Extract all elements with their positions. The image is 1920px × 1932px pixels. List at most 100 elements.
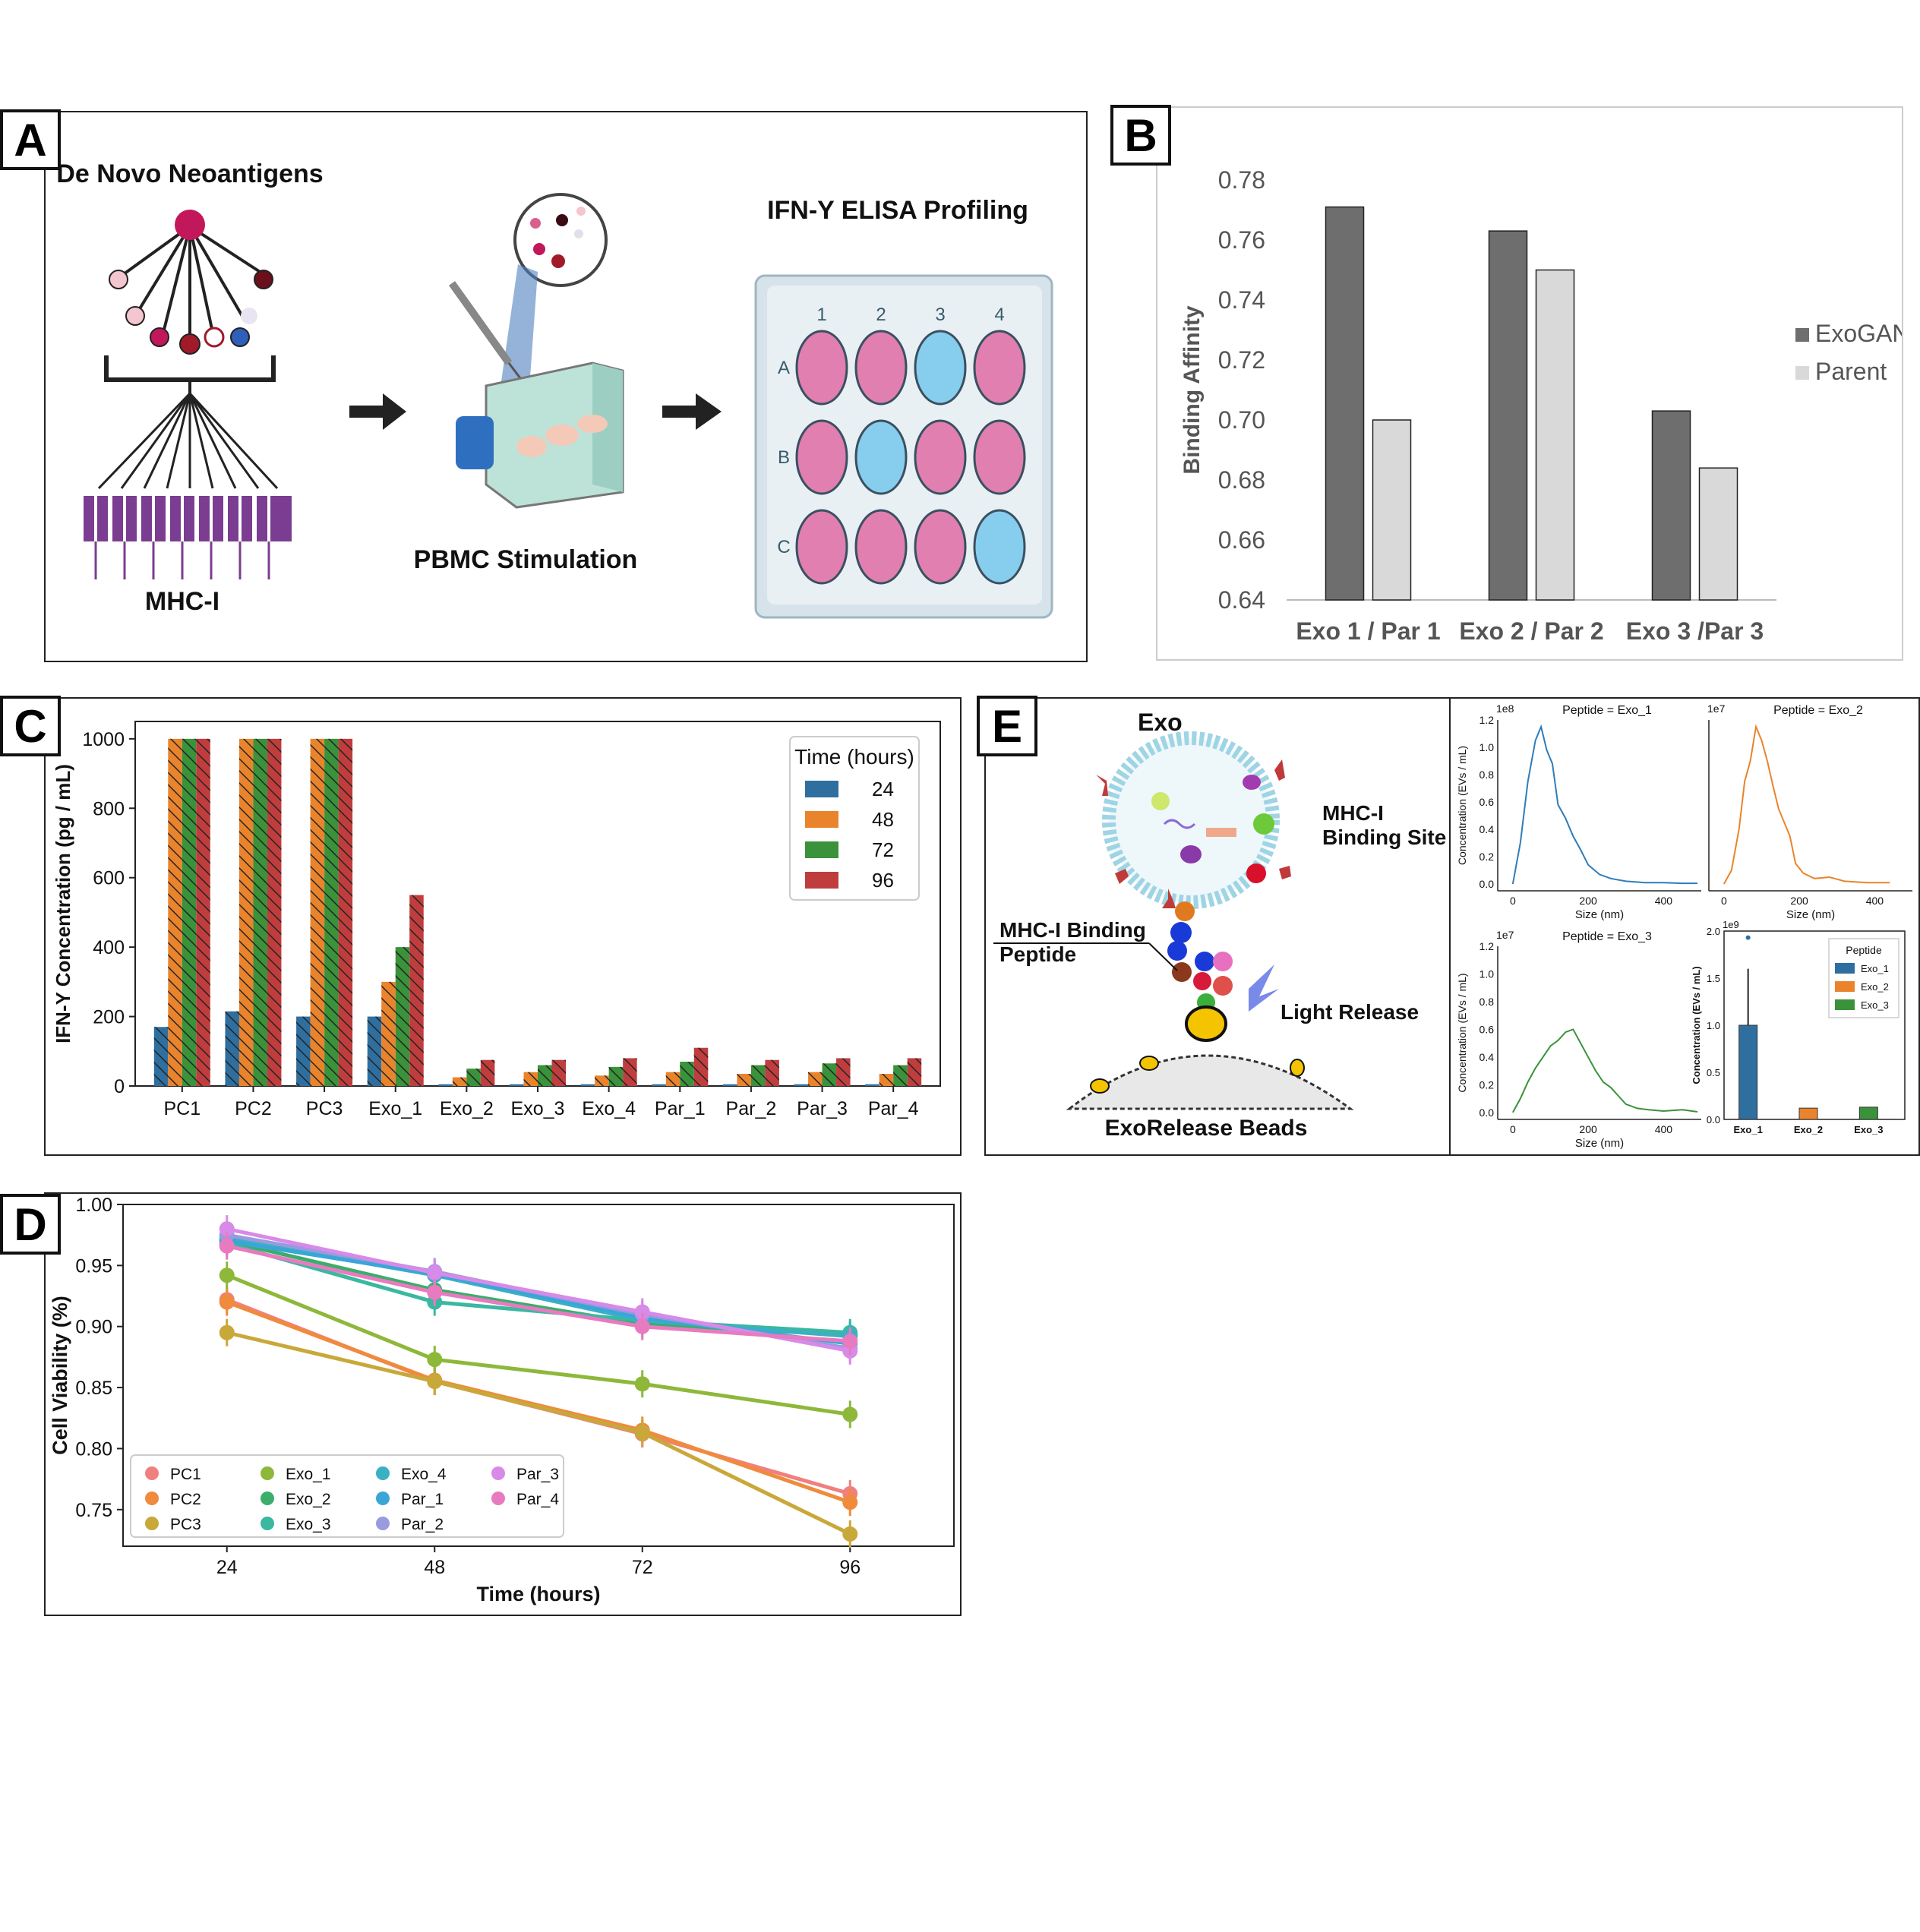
bar-hatch <box>551 1059 566 1086</box>
chart-e-small-multiples: Peptide = Exo_1 1e8 0.0 0.2 0.4 0.6 0.8 1.0 1.2 0… <box>1456 702 1912 1150</box>
data-point <box>427 1265 443 1280</box>
panel-label-d: D <box>0 1194 61 1255</box>
exosome-illustration <box>1096 731 1291 909</box>
legend-label: 48 <box>872 808 894 831</box>
bar-hatch <box>296 1016 311 1086</box>
x-axis-label: Size (nm) <box>1786 908 1835 921</box>
legend-swatch <box>1835 999 1855 1010</box>
bar-hatch <box>879 1074 894 1086</box>
outlier-point <box>1745 935 1751 940</box>
legend-swatch <box>805 781 838 797</box>
x-tick-label: 400 <box>1655 1123 1673 1135</box>
legend-swatch <box>805 841 838 858</box>
bar-parent <box>1535 269 1575 601</box>
legend-marker <box>145 1517 159 1530</box>
legend-label: Exo_2 <box>286 1491 331 1508</box>
label-exo: Exo <box>1138 709 1183 736</box>
x-tick-label: Par_3 <box>797 1098 848 1119</box>
plate-col-label: 3 <box>935 305 945 325</box>
bar-hatch <box>693 1047 709 1086</box>
x-tick-label: 24 <box>216 1557 238 1578</box>
y-axis-label: IFN-Y Concentration (pg / mL) <box>52 764 74 1043</box>
x-tick-label: PC3 <box>306 1098 343 1119</box>
y-tick-label: 1.2 <box>1479 940 1495 952</box>
legend-swatch <box>805 872 838 889</box>
bar-hatch <box>182 738 197 1086</box>
legend-label: 96 <box>872 869 894 892</box>
y-tick-label: 0.95 <box>75 1255 112 1277</box>
y-tick-label: 0.76 <box>1218 226 1265 254</box>
bar-hatch <box>168 738 182 1086</box>
panel-e-graphic: Exo MHC-I Binding Site <box>993 709 1446 1141</box>
legend-label: Exo_4 <box>401 1466 447 1483</box>
bar-hatch <box>196 738 210 1086</box>
plate-well <box>973 509 1026 585</box>
bar-hatch <box>808 1072 823 1086</box>
bar <box>1858 1106 1878 1120</box>
legend-marker <box>145 1466 159 1480</box>
legend-marker <box>376 1517 390 1530</box>
data-point <box>427 1374 443 1390</box>
plate-well <box>973 330 1026 406</box>
y-tick-label: 1.00 <box>75 1195 112 1216</box>
y-tick-label: 800 <box>93 798 125 819</box>
bar-exogan <box>1488 230 1528 601</box>
legend-label: PC3 <box>170 1516 201 1533</box>
x-tick-label: Par_2 <box>726 1098 777 1119</box>
plate-well <box>914 330 967 406</box>
legend-title: Peptide <box>1846 944 1882 956</box>
x-tick-label: Exo_3 <box>511 1098 565 1119</box>
bar-hatch <box>595 1075 609 1086</box>
bar-hatch <box>893 1065 908 1086</box>
bar-hatch <box>310 738 325 1086</box>
bar-24 <box>510 1084 524 1086</box>
x-axis-label: Size (nm) <box>1575 1137 1624 1150</box>
x-tick-label: 400 <box>1655 895 1673 907</box>
bar-hatch <box>750 1065 766 1086</box>
y-tick-label: 1.5 <box>1707 973 1720 984</box>
mhc-arrows <box>97 392 279 490</box>
chart-c: 0 200 400 600 800 1000 IFN-Y Concentration (pg… <box>52 721 941 1119</box>
x-tick-label: Par_4 <box>868 1098 919 1119</box>
bar-hatch <box>538 1065 552 1086</box>
y-tick-label: 0.68 <box>1218 466 1265 494</box>
legend-label: Par_3 <box>516 1466 559 1483</box>
legend-frame <box>789 736 920 901</box>
legend-label: Par_4 <box>516 1491 559 1508</box>
y-tick-label: 0.74 <box>1218 286 1265 314</box>
y-tick-label: 0.70 <box>1218 406 1265 434</box>
legend-label: 24 <box>872 778 894 800</box>
bar-parent <box>1372 419 1412 601</box>
label-mhc-binding-peptide: MHC-I Binding Peptide <box>999 918 1146 966</box>
data-point <box>842 1526 858 1542</box>
bar-parent <box>1698 467 1738 601</box>
y-tick-label: 400 <box>93 937 125 958</box>
panel-label-e: E <box>977 696 1037 756</box>
axis-multiplier: 1e7 <box>1496 929 1514 941</box>
subplot-E3: Peptide = Exo_3 1e7 0.0 0.2 0.4 0.6 0.8 1.0 1.2 0… <box>1456 929 1701 1150</box>
chart-d: 0.75 0.80 0.85 0.90 0.95 1.00 24 48 72 96 Time (ho… <box>49 1195 955 1605</box>
bar-hatch <box>409 895 424 1086</box>
label-pbmc-stimulation: PBMC Stimulation <box>414 545 638 574</box>
label-exorelease-beads: ExoRelease Beads <box>1105 1116 1308 1141</box>
neoantigen-tree <box>104 225 276 393</box>
y-tick-label: 1000 <box>82 729 125 750</box>
plate-well <box>973 419 1026 495</box>
x-tick-label: Exo 1 / Par 1 <box>1296 617 1440 645</box>
x-tick-label: Par_1 <box>655 1098 706 1119</box>
bar-hatch <box>523 1072 538 1086</box>
legend-swatch <box>805 811 838 828</box>
bar-exogan <box>1651 410 1691 601</box>
label-mhc-binding-site: MHC-I Binding Site <box>1322 801 1446 849</box>
chart-b: 0.64 0.66 0.68 0.70 0.72 0.74 0.76 0.78 Binding … <box>1179 166 1909 645</box>
x-tick-label: 48 <box>424 1557 445 1578</box>
title-neoantigens: De Novo Neoantigens <box>56 159 323 188</box>
y-tick-label: 1.0 <box>1707 1020 1720 1031</box>
data-point <box>427 1352 443 1368</box>
y-tick-label: 1.2 <box>1479 714 1495 726</box>
data-point <box>842 1406 858 1422</box>
y-tick-label: 0.72 <box>1218 346 1265 374</box>
subplot-title: Peptide = Exo_2 <box>1773 704 1863 717</box>
panel-a-graphic: De Novo Neoantigens <box>56 159 1053 619</box>
legend-swatch <box>1795 366 1809 380</box>
